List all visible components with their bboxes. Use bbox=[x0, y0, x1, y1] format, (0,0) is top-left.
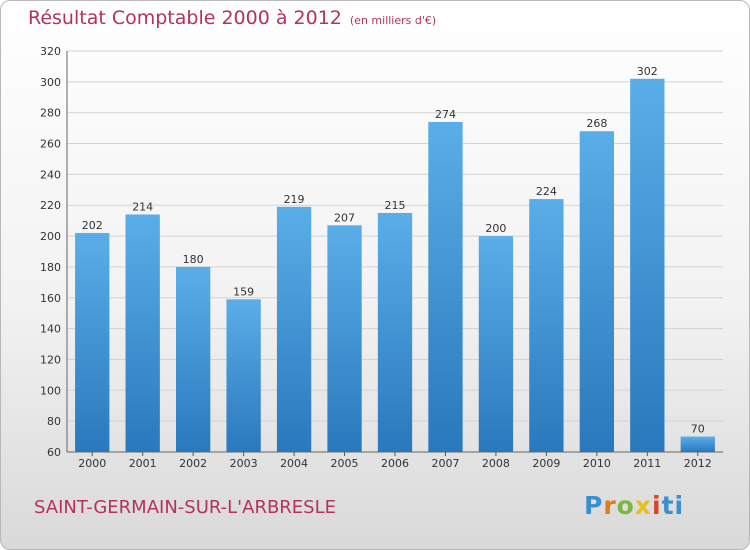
x-tick-label: 2005 bbox=[331, 457, 359, 470]
logo-letter: i bbox=[674, 491, 685, 520]
x-tick-label: 2002 bbox=[179, 457, 207, 470]
bar-2002 bbox=[175, 266, 211, 452]
bar-value-label: 200 bbox=[485, 222, 506, 235]
y-tick-label: 220 bbox=[40, 199, 61, 212]
y-tick-label: 180 bbox=[40, 261, 61, 274]
y-tick-label: 240 bbox=[40, 168, 61, 181]
x-tick-label: 2011 bbox=[633, 457, 661, 470]
bar-2011 bbox=[630, 78, 665, 452]
bar-value-label: 159 bbox=[233, 285, 254, 298]
commune-name: SAINT-GERMAIN-SUR-L'ARBRESLE bbox=[34, 497, 337, 518]
bar-2005 bbox=[327, 225, 362, 452]
title-main: Résultat Comptable 2000 à 2012 bbox=[28, 7, 342, 29]
x-tick-label: 2007 bbox=[431, 457, 459, 470]
bar-value-label: 207 bbox=[334, 211, 355, 224]
x-tick-label: 2009 bbox=[532, 457, 560, 470]
x-tick-label: 2010 bbox=[583, 457, 611, 470]
y-tick-label: 280 bbox=[40, 107, 61, 120]
bar-value-label: 302 bbox=[637, 65, 658, 78]
logo-letter: r bbox=[603, 491, 617, 520]
bar-value-label: 224 bbox=[536, 185, 557, 198]
y-tick-label: 300 bbox=[40, 76, 61, 89]
x-tick-label: 2008 bbox=[482, 457, 510, 470]
bar-2009 bbox=[529, 199, 564, 452]
logo-letter: t bbox=[661, 491, 675, 520]
bar-2006 bbox=[377, 212, 413, 452]
y-tick-label: 60 bbox=[47, 446, 61, 459]
bar-value-label: 214 bbox=[132, 200, 153, 213]
y-tick-label: 140 bbox=[40, 323, 61, 336]
bar-value-label: 268 bbox=[586, 117, 607, 130]
chart-title: Résultat Comptable 2000 à 2012 (en millie… bbox=[28, 7, 436, 29]
bar-value-label: 274 bbox=[435, 108, 456, 121]
y-tick-label: 320 bbox=[40, 45, 61, 58]
bar-value-label: 70 bbox=[691, 423, 705, 436]
bar-value-label: 180 bbox=[183, 253, 204, 266]
logo-letter: P bbox=[584, 491, 604, 520]
bar-2012 bbox=[680, 436, 715, 452]
x-tick-label: 2006 bbox=[381, 457, 409, 470]
y-tick-label: 160 bbox=[40, 292, 61, 305]
bar-2004 bbox=[276, 206, 312, 452]
y-tick-label: 100 bbox=[40, 384, 61, 397]
x-tick-label: 2004 bbox=[280, 457, 308, 470]
y-tick-label: 260 bbox=[40, 138, 61, 151]
y-tick-label: 120 bbox=[40, 353, 61, 366]
bar-2008 bbox=[478, 236, 514, 452]
logo-letter: o bbox=[616, 491, 635, 520]
x-tick-label: 2001 bbox=[129, 457, 157, 470]
axes: 60 80 100 120 140 160 180 200 220 240 260 280 300 320… bbox=[40, 45, 723, 470]
bar-value-label: 219 bbox=[284, 193, 305, 206]
bar-2000 bbox=[75, 232, 110, 452]
x-tick-label: 2003 bbox=[230, 457, 258, 470]
y-tick-label: 200 bbox=[40, 230, 61, 243]
bars: 202 214 180 159 219 207 215 274 200 224 268 302 70 bbox=[75, 65, 715, 452]
logo-letter: i bbox=[652, 491, 662, 520]
bar-2010 bbox=[579, 131, 615, 452]
logo-letter: x bbox=[634, 491, 652, 520]
bar-2007 bbox=[428, 121, 463, 452]
bar-2003 bbox=[226, 299, 261, 452]
bar-value-label: 202 bbox=[82, 219, 103, 232]
title-subtitle: (en milliers d'€) bbox=[349, 14, 437, 27]
proxiti-logo: Proxiti bbox=[584, 491, 684, 520]
bar-2001 bbox=[125, 214, 160, 452]
x-tick-label: 2012 bbox=[684, 457, 712, 470]
y-tick-label: 80 bbox=[47, 415, 61, 428]
bar-value-label: 215 bbox=[385, 199, 406, 212]
x-tick-label: 2000 bbox=[78, 457, 106, 470]
